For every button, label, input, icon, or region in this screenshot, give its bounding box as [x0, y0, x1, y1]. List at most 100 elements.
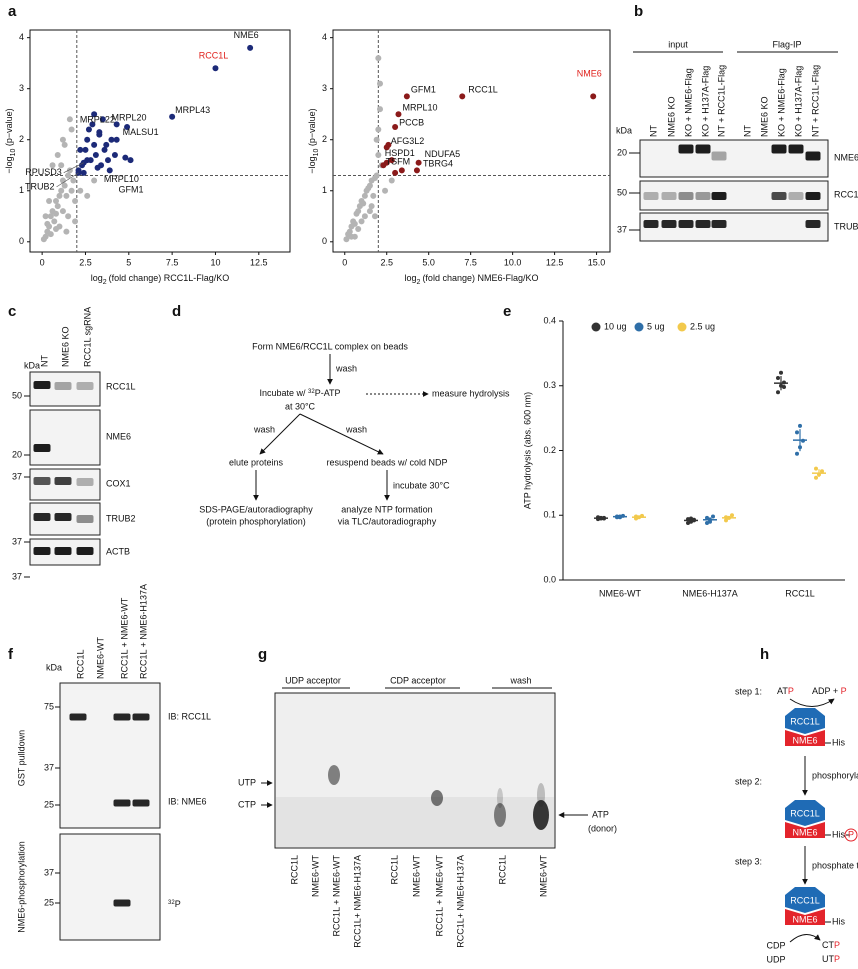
y-axis-label: −log10 (p−value) [4, 108, 16, 173]
replicate-point [730, 513, 734, 518]
point [59, 208, 66, 215]
x-tick-label: 10 [210, 257, 220, 267]
point [370, 192, 377, 199]
labeled-point [403, 93, 410, 100]
point-label: GFM1 [411, 85, 436, 95]
band [113, 799, 131, 807]
step-text: at 30°C [285, 401, 316, 411]
y-tick-label: 0 [19, 236, 24, 246]
point [375, 152, 382, 159]
point [59, 136, 66, 143]
protein-label: NME6 [792, 914, 817, 924]
step-text: Form NME6/RCC1L complex on beads [252, 341, 408, 351]
marker-label: 37 [44, 867, 54, 877]
point-label: GFM1 [119, 185, 144, 195]
point-label: MRPL43 [175, 105, 210, 115]
isotope-label-part: P [175, 899, 181, 909]
donor-label: ATP [592, 809, 609, 819]
his-label: His [832, 737, 845, 747]
step-text: via TLC/autoradiography [338, 516, 437, 526]
lane-label: NT + RCC1L-Flag [716, 65, 726, 137]
nme6-shape [785, 822, 825, 838]
lane-label: RCC1L + NME6-H137A [138, 584, 148, 679]
band [711, 192, 727, 200]
lane-label: RCC1L + NME6-WT [331, 855, 341, 937]
protein-label: NME6 [792, 827, 817, 837]
labeled-point [247, 44, 254, 51]
point [58, 187, 65, 194]
band [113, 713, 131, 721]
point [355, 208, 362, 215]
leader-line [56, 172, 79, 188]
point [61, 141, 68, 148]
y-tick-label: 2 [19, 134, 24, 144]
band [76, 515, 94, 523]
x-axis-label-part: (fold change) RCC1L-Flag/KO [109, 273, 230, 283]
point-label: MALSU1 [123, 127, 159, 137]
protein-label: RCC1L [790, 895, 820, 905]
x-axis-label-part: 2 [103, 279, 107, 286]
nucleotide-part: CT [822, 940, 834, 950]
point [355, 226, 362, 233]
point [392, 169, 399, 176]
point [47, 231, 54, 238]
y-tick-label: 3 [322, 83, 327, 93]
replicate-point [776, 390, 780, 395]
lane-label: RCC1L + NME6-WT [119, 597, 129, 679]
y-tick-label: 0.2 [543, 445, 556, 455]
point [377, 106, 384, 113]
lane-label: RCC1L+ NME6-H137A [352, 855, 362, 948]
x-tick-label: 7.5 [166, 257, 179, 267]
antibody-label: IB: RCC1L [168, 711, 211, 721]
band [711, 220, 727, 228]
point [47, 213, 54, 220]
x-axis-label-part: log [91, 273, 103, 283]
leader-line [63, 162, 84, 173]
arrow-label: phosphorylation [812, 770, 858, 780]
lane-label: RCC1L + NME6-WT [434, 855, 444, 937]
point [103, 141, 110, 148]
tlc-spot [533, 800, 549, 830]
band [132, 713, 150, 721]
replicate-point [814, 475, 818, 480]
labeled-point [383, 144, 390, 151]
marker-label: 25 [44, 799, 54, 809]
band [695, 144, 711, 154]
protein-label: NME6 [792, 735, 817, 745]
x-tick-label: 7.5 [464, 257, 477, 267]
spot-label: CTP [238, 799, 256, 809]
product-part: ADP + [812, 686, 841, 696]
labeled-point [122, 154, 129, 161]
point [373, 136, 380, 143]
labeled-point [590, 93, 597, 100]
labeled-point [96, 129, 103, 136]
rcc1l-shape [785, 887, 825, 913]
marker-label: 25 [44, 897, 54, 907]
point [358, 218, 365, 225]
replicate-point [686, 521, 690, 526]
x-tick-label: 5 [126, 257, 131, 267]
legend-swatch [634, 322, 644, 332]
rcc1l-shape [785, 800, 825, 826]
band [113, 899, 131, 907]
point [42, 213, 49, 220]
legend-swatch [591, 322, 601, 332]
band [33, 513, 51, 521]
point-label: MRPL20 [112, 112, 147, 122]
replicate-point [814, 466, 818, 471]
point [84, 136, 91, 143]
legend-swatch [677, 322, 687, 332]
labeled-point [127, 157, 134, 164]
band [76, 478, 94, 486]
band [643, 220, 659, 228]
x-tick-label: 0 [342, 257, 347, 267]
marker-label: 37 [12, 471, 22, 481]
lane-label: RCC1L [497, 855, 507, 885]
band [33, 381, 51, 389]
lane-label: NME6-WT [95, 637, 105, 679]
step-text-part: P-ATP [315, 388, 341, 398]
group-label: wash [509, 675, 531, 685]
marker-label: 50 [617, 187, 627, 197]
